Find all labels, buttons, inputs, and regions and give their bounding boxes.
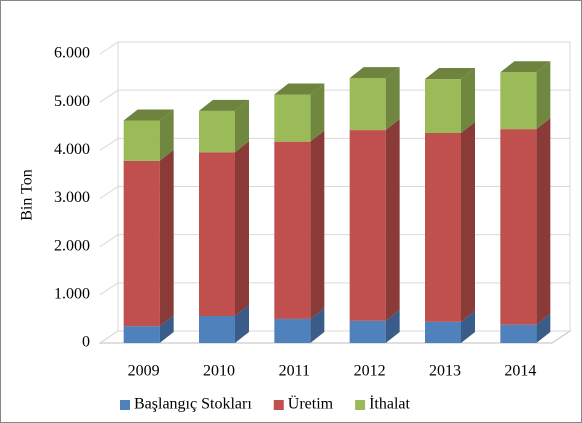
bar-top (199, 99, 249, 111)
bar (425, 79, 461, 133)
bar-side (536, 313, 551, 343)
bar-side (310, 307, 325, 343)
y-tick-label: 6.000 (54, 45, 90, 62)
legend-swatch (273, 400, 284, 410)
bar-side (159, 315, 174, 343)
bar (123, 326, 160, 343)
grid-line (99, 89, 570, 103)
bar (349, 320, 386, 343)
bar-side (461, 310, 475, 343)
bar-side (235, 305, 249, 343)
bar (500, 324, 537, 343)
x-tick-label: 2012 (354, 363, 386, 380)
bar (425, 132, 461, 322)
legend-label: Üretim (288, 395, 334, 413)
bar-side (310, 130, 325, 319)
legend-swatch (120, 400, 130, 410)
bar-top (274, 83, 325, 95)
bar-top (425, 68, 475, 80)
grid-line (99, 137, 570, 151)
x-tick-label: 2009 (128, 363, 160, 380)
bar-top (123, 109, 174, 121)
legend-label: Başlangıç Stokları (134, 396, 252, 413)
y-tick-label: 4.000 (54, 141, 90, 158)
x-tick-label: 2011 (279, 363, 310, 380)
y-tick-label: 5.000 (54, 93, 90, 110)
bar-side (536, 118, 551, 325)
y-tick-label: 3.000 (54, 189, 90, 206)
bar (349, 130, 386, 321)
x-tick-label: 2010 (203, 363, 235, 380)
bar-side (235, 99, 249, 153)
bar-side (159, 149, 174, 327)
y-axis-label: Bin Ton (19, 169, 36, 220)
y-tick-label: 0 (82, 334, 90, 351)
grid-line (99, 234, 570, 248)
x-tick-label: 2013 (429, 363, 461, 380)
y-tick-label: 1.000 (54, 286, 90, 303)
grid-line (99, 282, 570, 296)
bar-side (461, 68, 475, 133)
bar (349, 78, 386, 131)
bar-side (310, 83, 325, 142)
x-tick-label: 2014 (504, 363, 536, 380)
bar-top (349, 67, 400, 79)
bar-side (385, 119, 400, 321)
bar-side (385, 67, 400, 131)
bar (274, 141, 311, 319)
y-tick-label: 2.000 (54, 237, 90, 254)
bar-side (235, 141, 249, 317)
bar (199, 110, 235, 153)
grid-line (99, 330, 570, 344)
bar-side (159, 109, 174, 161)
bar (199, 152, 235, 317)
bar (123, 120, 160, 161)
legend-label: İthalat (369, 395, 410, 413)
bar-side (385, 309, 400, 343)
bar (500, 72, 537, 130)
bar (199, 316, 235, 343)
bar-side (536, 61, 551, 130)
bar (425, 321, 461, 343)
grid-line (99, 186, 570, 199)
bar-top (500, 61, 551, 73)
bar (123, 160, 160, 327)
legend-swatch (355, 400, 366, 410)
bar (274, 94, 311, 142)
bar-side (461, 121, 475, 322)
bar (274, 318, 311, 343)
bar (500, 129, 537, 325)
grid-line (99, 41, 570, 55)
